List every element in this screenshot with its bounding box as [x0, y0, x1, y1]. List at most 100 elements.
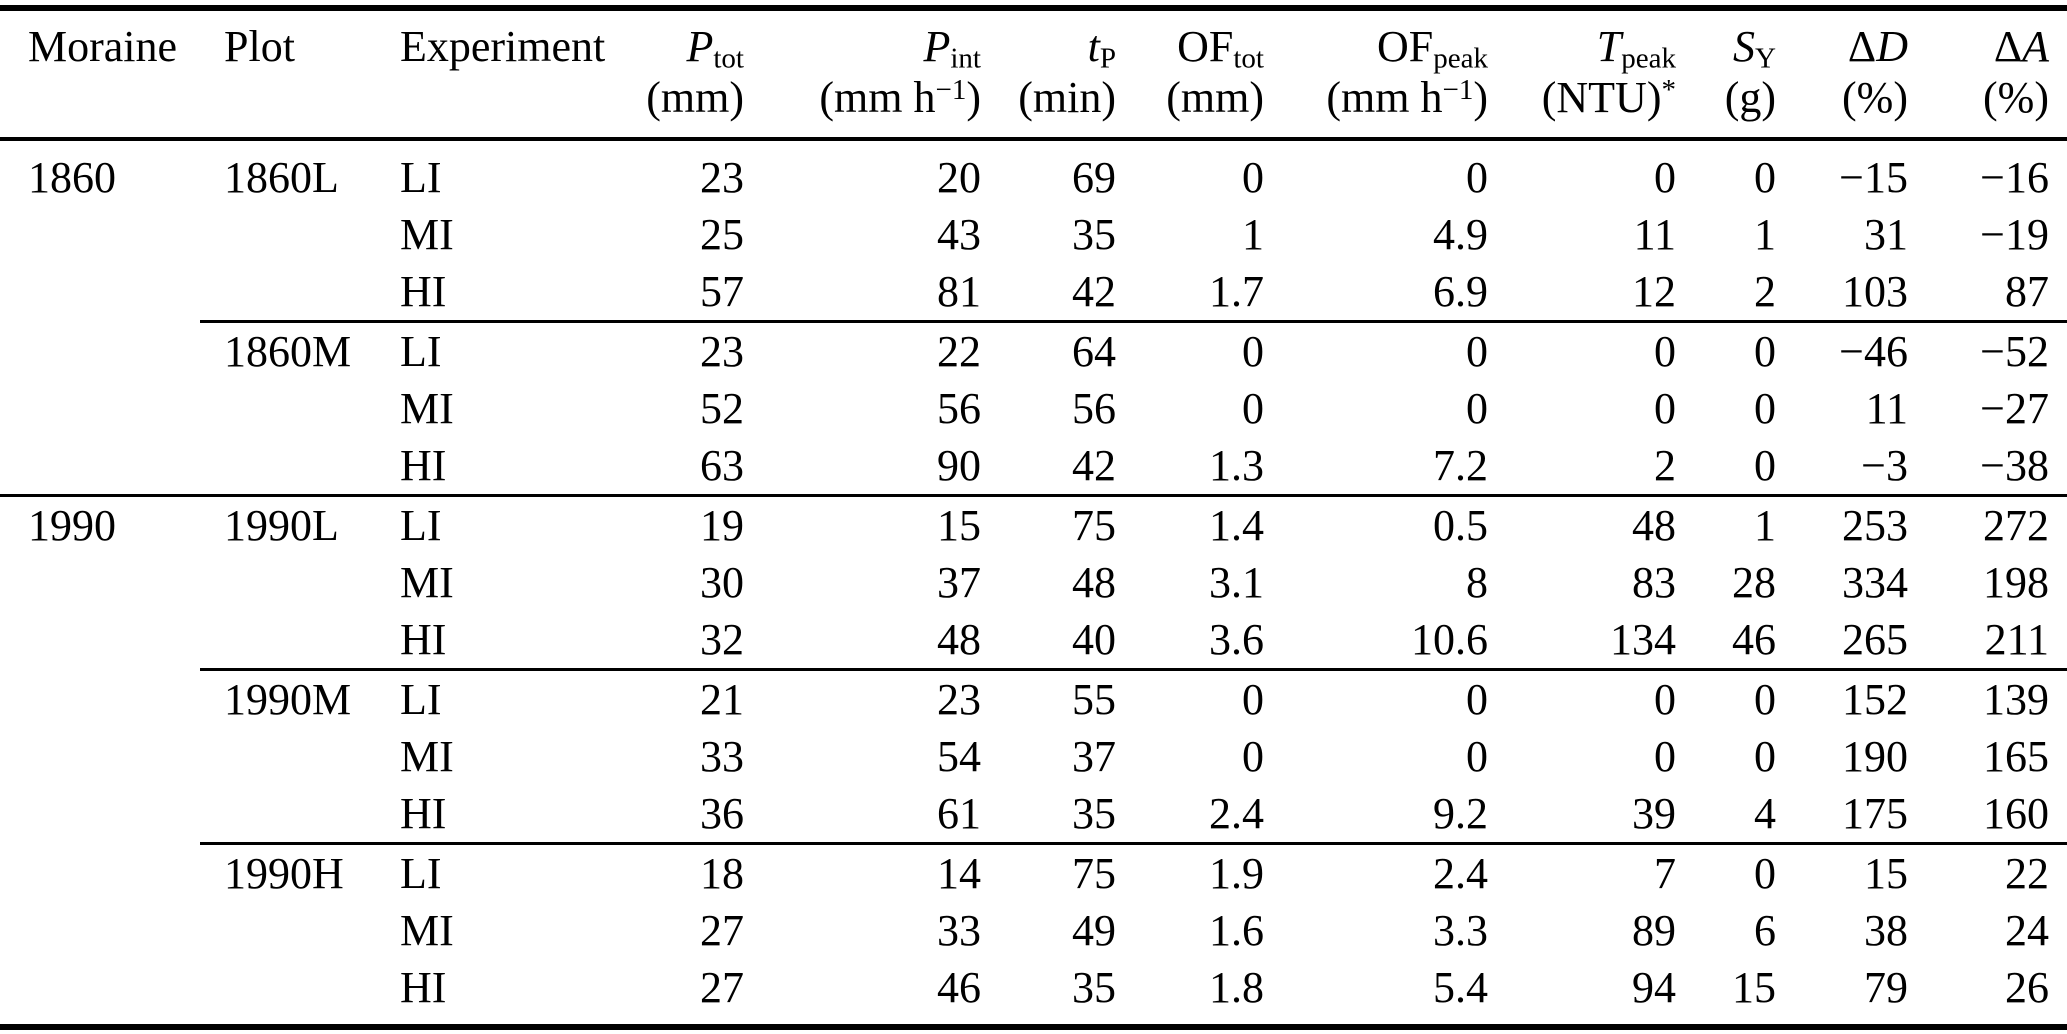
header-symbol: t [1087, 22, 1100, 71]
plot-cell [200, 785, 395, 844]
value-cell: 1 [1680, 494, 1780, 554]
plot-cell [200, 902, 395, 959]
value-cell: 52 [700, 384, 744, 433]
value-cell: 4.9 [1433, 210, 1488, 259]
value-cell: 1.3 [1209, 441, 1264, 490]
header-subscript: int [950, 42, 981, 75]
unit-superscript: −1 [1442, 73, 1474, 106]
value-cell: 35 [1072, 210, 1116, 259]
plot-cell [200, 263, 395, 322]
column-header-p-tot: Ptot [610, 8, 748, 73]
column-header-delta-d: ΔD [1780, 8, 1912, 73]
value-cell: 81 [937, 267, 981, 316]
plot-cell [200, 437, 395, 496]
header-text: Δ [1993, 22, 2023, 71]
value-cell: 0 [1754, 153, 1776, 202]
plot-cell: 1990L [200, 494, 395, 554]
experiment-cell: LI [400, 153, 442, 202]
value-cell: 37 [1072, 732, 1116, 781]
value-cell: 3.1 [1209, 558, 1264, 607]
value-cell: 165 [1983, 732, 2049, 781]
value-cell: 33 [937, 906, 981, 955]
moraine-cell [0, 554, 200, 611]
value-cell: 83 [1632, 558, 1676, 607]
value-cell: 3.6 [1209, 615, 1264, 664]
value-cell: 0 [1654, 153, 1676, 202]
value-cell: 11 [1865, 384, 1908, 433]
experiment-cell: LI [395, 842, 610, 902]
value-cell: −16 [1980, 153, 2049, 202]
value-cell: 0 [1680, 320, 1780, 380]
table-row: HI 32 48 40 3.6 10.6 134 46 265 211 [0, 611, 2067, 670]
value-cell: 48 [1492, 494, 1680, 554]
value-cell: −52 [1912, 320, 2067, 380]
unit-text: (%) [1983, 73, 2049, 122]
header-subscript: tot [1233, 42, 1264, 75]
value-cell: 211 [1984, 615, 2049, 664]
table-row: MI 25 43 35 1 4.9 11 1 31 −19 [0, 206, 2067, 263]
value-cell: 49 [1072, 906, 1116, 955]
value-cell: 61 [937, 789, 981, 838]
moraine-cell [0, 959, 200, 1027]
header-name-row: Moraine Plot Experiment Ptot Pint tP OFtot OFpe… [0, 8, 2067, 73]
experiment-cell: MI [400, 732, 454, 781]
column-unit-of-tot: (mm) [1120, 73, 1268, 139]
unit-text: (NTU) [1541, 73, 1662, 122]
value-cell: 1.9 [1120, 842, 1268, 902]
value-cell: 6 [1754, 906, 1776, 955]
moraine-cell [0, 263, 200, 322]
table-row: HI 36 61 35 2.4 9.2 39 4 175 160 [0, 785, 2067, 844]
value-cell: 24 [2005, 906, 2049, 955]
column-unit-moraine [0, 73, 200, 139]
experiment-cell: HI [400, 615, 447, 664]
value-cell: 0 [1754, 441, 1776, 490]
experiment-cell: LI [395, 320, 610, 380]
value-cell: 9.2 [1433, 789, 1488, 838]
value-cell: 253 [1780, 494, 1912, 554]
value-cell: 334 [1842, 558, 1908, 607]
header-symbol: T [1596, 22, 1622, 71]
unit-text: (g) [1724, 73, 1776, 122]
header-subscript: peak [1621, 42, 1676, 75]
header-subscript: tot [713, 42, 744, 75]
value-cell: 152 [1780, 668, 1912, 728]
value-cell: 22 [1912, 842, 2067, 902]
value-cell: 37 [937, 558, 981, 607]
table-row: 1990M LI 21 23 55 0 0 0 0 152 139 [0, 668, 2067, 728]
value-cell: 90 [937, 441, 981, 490]
plot-cell: 1860M [200, 320, 395, 380]
header-symbol: OF [1177, 22, 1234, 71]
value-cell: 28 [1732, 558, 1776, 607]
experiment-cell: HI [400, 441, 447, 490]
value-cell: 22 [748, 320, 985, 380]
value-cell: 46 [937, 963, 981, 1012]
header-symbol: S [1733, 22, 1756, 71]
value-cell: 6.9 [1433, 267, 1488, 316]
moraine-cell [0, 785, 200, 844]
column-header-t-peak: Tpeak [1492, 8, 1680, 73]
value-cell: 20 [937, 153, 981, 202]
value-cell: 1.8 [1209, 963, 1264, 1012]
value-cell: 64 [985, 320, 1120, 380]
table-row: MI 30 37 48 3.1 8 83 28 334 198 [0, 554, 2067, 611]
moraine-cell [0, 728, 200, 785]
experiment-cell: HI [400, 267, 447, 316]
header-unit-row: (mm) (mm h−1) (min) (mm) (mm h−1) (NTU)* (g) (%… [0, 73, 2067, 139]
column-unit-p-int: (mm h−1) [748, 73, 985, 139]
value-cell: 0 [1242, 384, 1264, 433]
value-cell: 31 [1864, 210, 1908, 259]
value-cell: 265 [1842, 615, 1908, 664]
value-cell: 15 [748, 494, 985, 554]
header-text: Experiment [400, 22, 606, 71]
value-cell: 48 [1072, 558, 1116, 607]
value-cell: 7.2 [1433, 441, 1488, 490]
experiment-cell: LI [395, 494, 610, 554]
column-header-plot: Plot [200, 8, 395, 73]
value-cell: 35 [1072, 963, 1116, 1012]
plot-cell [200, 380, 395, 437]
column-header-of-tot: OFtot [1120, 8, 1268, 73]
plot-cell [200, 611, 395, 670]
value-cell: −15 [1839, 153, 1908, 202]
value-cell: 0 [1268, 320, 1492, 380]
value-cell: 14 [748, 842, 985, 902]
